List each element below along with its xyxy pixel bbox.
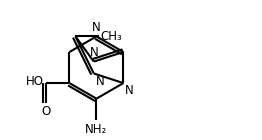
Text: N: N bbox=[92, 21, 101, 34]
Text: N: N bbox=[89, 46, 98, 59]
Text: N: N bbox=[96, 75, 104, 88]
Text: HO: HO bbox=[26, 75, 44, 88]
Text: N: N bbox=[125, 84, 134, 97]
Text: NH₂: NH₂ bbox=[85, 123, 108, 136]
Text: CH₃: CH₃ bbox=[100, 30, 122, 43]
Text: O: O bbox=[42, 105, 51, 118]
